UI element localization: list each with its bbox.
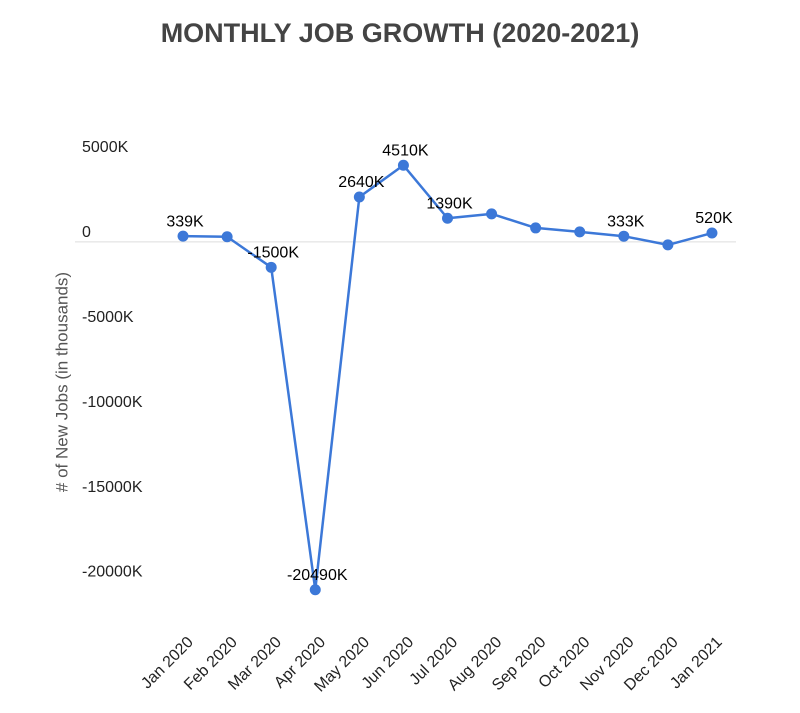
y-axis-title: # of New Jobs (in thousands): [52, 272, 71, 492]
data-label: 520K: [695, 210, 733, 227]
chart-title: MONTHLY JOB GROWTH (2020-2021): [161, 18, 640, 48]
data-label: 333K: [607, 213, 645, 230]
data-point: [265, 261, 277, 273]
data-label: 339K: [166, 213, 204, 230]
data-label: 1390K: [426, 195, 473, 212]
data-point: [574, 226, 586, 238]
data-label: -20490K: [287, 567, 348, 584]
data-label: 4510K: [382, 142, 429, 159]
data-point: [397, 159, 409, 171]
data-point: [486, 208, 498, 220]
data-point: [442, 212, 453, 224]
y-tick-label: -10000K: [82, 394, 143, 411]
data-point: [353, 191, 365, 203]
data-point: [221, 231, 233, 243]
y-tick-label: 0: [82, 224, 91, 241]
data-point: [662, 239, 674, 251]
y-tick-label: -20000K: [82, 564, 143, 581]
y-tick-label: -15000K: [82, 479, 143, 496]
data-label: 2640K: [338, 174, 385, 191]
data-point: [309, 584, 321, 596]
data-point: [618, 230, 630, 242]
y-tick-label: -5000K: [82, 309, 134, 326]
y-tick-label: 5000K: [82, 139, 129, 156]
data-point: [177, 230, 189, 242]
data-point: [706, 227, 718, 239]
data-point: [530, 222, 542, 234]
data-label: -1500K: [247, 245, 299, 262]
